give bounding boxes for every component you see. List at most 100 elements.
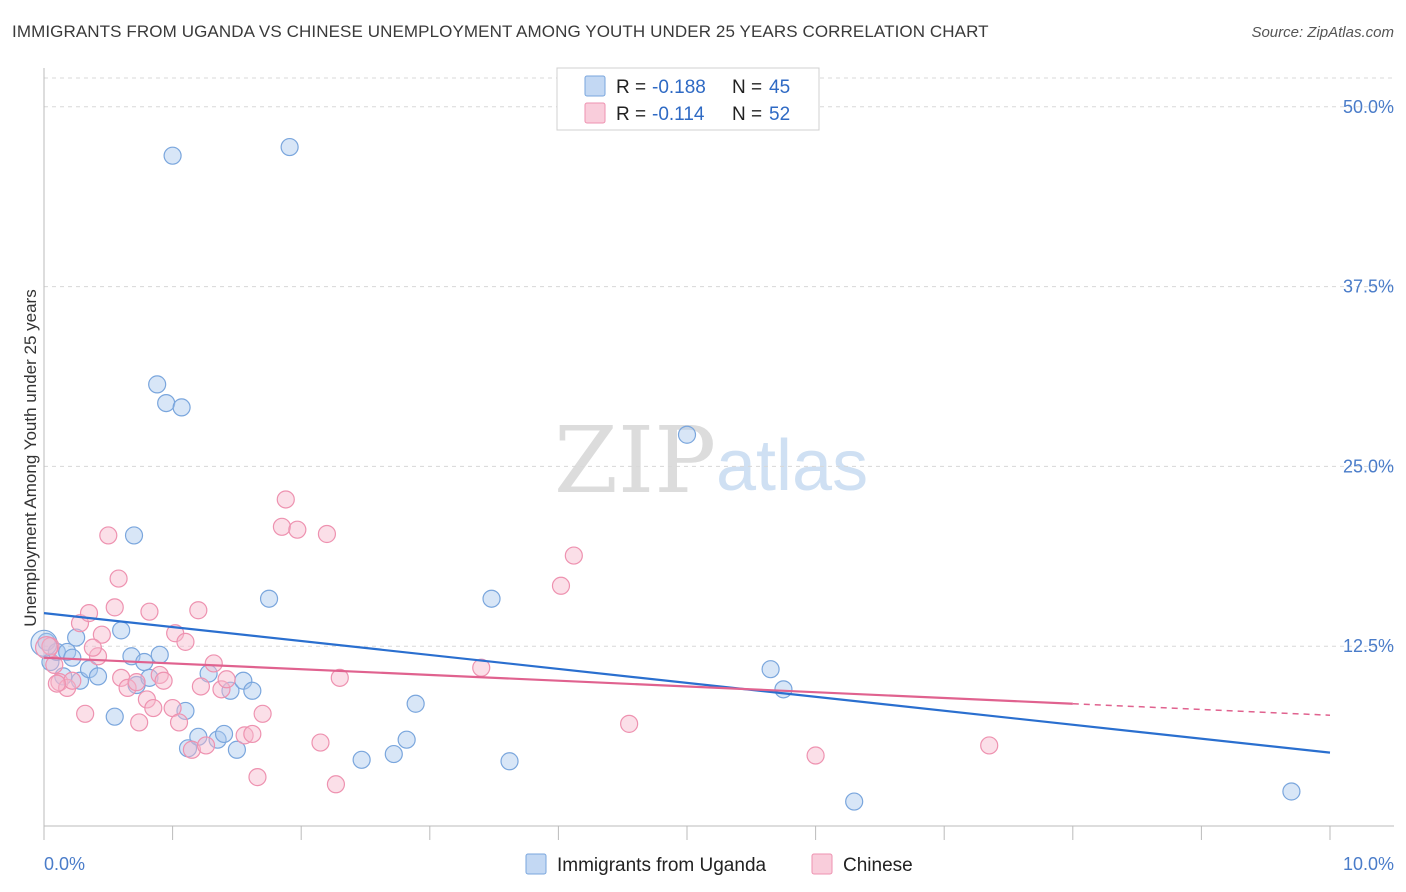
legend-box: R = -0.188 N = 45 R = -0.114 N = 52 [556,67,820,131]
data-point-uganda [150,645,169,664]
chart-source: Source: ZipAtlas.com [1251,24,1394,41]
data-point-chinese [154,671,173,690]
data-point-uganda [677,425,697,444]
data-point-chinese [191,677,210,696]
data-point-chinese [217,670,236,689]
legend-swatch-uganda [584,75,606,97]
data-point-uganda [280,137,299,157]
y-tick-label: 50.0% [1343,97,1394,117]
y-tick-label: 12.5% [1343,636,1394,656]
data-point-uganda [845,792,864,811]
data-point-chinese [63,671,82,690]
data-point-uganda [67,628,86,647]
data-point-chinese [326,775,346,794]
data-point-chinese [182,740,201,759]
data-point-uganda [352,750,371,769]
x-tick-label: 10.0% [1343,854,1394,874]
bottom-legend-swatch-chinese [811,853,833,875]
data-point-uganda [406,694,425,713]
data-point-uganda [243,681,262,700]
data-point-chinese [99,526,118,545]
tick-labels: 12.5% 25.0% 37.5% 50.0% 0.0% 10.0% [44,97,1394,874]
y-axis-label: Unemployment Among Youth under 25 years [21,289,40,626]
data-point-chinese [92,625,111,644]
legend-r-label-1: R = [616,77,646,98]
data-point-chinese [127,673,146,692]
data-point-chinese [243,724,262,744]
data-point-chinese [806,746,825,765]
data-point-chinese [204,654,223,673]
data-point-chinese [272,517,292,536]
data-point-chinese [276,490,295,509]
data-point-chinese [189,601,208,620]
data-point-chinese [70,614,90,633]
y-tick-label: 37.5% [1343,277,1394,297]
x-tick-label: 0.0% [44,854,85,874]
data-point-chinese [564,546,583,565]
data-point-chinese [196,736,216,755]
data-point-uganda [221,681,240,700]
data-point-chinese [140,602,159,621]
data-point-uganda [227,740,246,759]
bottom-legend-label-uganda: Immigrants from Uganda [557,855,767,876]
data-point-chinese [109,569,128,588]
data-point-uganda [148,375,167,394]
data-point-uganda [172,398,191,417]
data-point-chinese [169,713,189,732]
data-point-chinese [118,678,137,698]
watermark-zip: ZIP [554,407,716,514]
data-point-chinese [311,733,330,752]
data-point-chinese [105,598,124,617]
data-point-chinese [980,736,999,755]
data-point-uganda [88,667,108,686]
bottom-legend-label-chinese: Chinese [843,855,913,876]
data-point-chinese [83,638,102,657]
y-tick-label: 25.0% [1343,456,1394,476]
data-point-uganda [157,393,176,413]
data-point-chinese [551,576,571,595]
data-point-uganda [259,589,279,608]
legend-n-value-2: 52 [769,104,790,125]
data-point-uganda [482,589,501,608]
legend-n-label-2: N = [732,104,762,125]
trendlines [43,612,1331,754]
data-point-uganda [384,744,403,764]
data-point-chinese-large [34,636,59,660]
data-point-chinese [253,704,272,723]
data-point-uganda [214,724,234,744]
data-point-uganda [124,526,144,545]
trendline-chinese [43,656,1073,705]
data-point-uganda [1282,782,1301,801]
bottom-legend: Immigrants from Uganda Chinese [525,853,913,876]
series-chinese [34,490,999,794]
data-point-chinese [317,524,337,544]
trendline-chinese-extension [1072,702,1331,716]
data-point-chinese [248,767,267,787]
chart-title: IMMIGRANTS FROM UGANDA VS CHINESE UNEMPL… [12,22,989,41]
data-point-chinese [45,655,64,674]
grid-lines [44,77,1394,647]
data-point-uganda [397,730,416,749]
legend-n-value-1: 45 [769,77,790,98]
data-point-chinese [130,713,149,732]
legend-n-label-1: N = [732,77,762,98]
data-point-chinese [235,726,254,745]
data-point-uganda [58,642,77,662]
trendline-uganda [43,612,1331,754]
data-point-uganda [112,621,131,640]
data-point-uganda [761,660,780,679]
legend-r-label-2: R = [616,104,646,125]
data-point-chinese [176,632,195,651]
legend-r-value-1: -0.188 [652,77,706,98]
data-point-uganda [105,707,124,726]
bottom-legend-swatch-uganda [525,853,547,875]
legend-r-value-2: -0.114 [652,104,705,125]
data-point-chinese [212,680,231,699]
data-point-uganda [774,680,793,699]
legend-swatch-chinese [584,102,606,124]
axes [43,68,1394,840]
data-point-chinese [76,704,95,723]
data-point-chinese [144,698,163,718]
data-point-chinese [330,668,349,687]
